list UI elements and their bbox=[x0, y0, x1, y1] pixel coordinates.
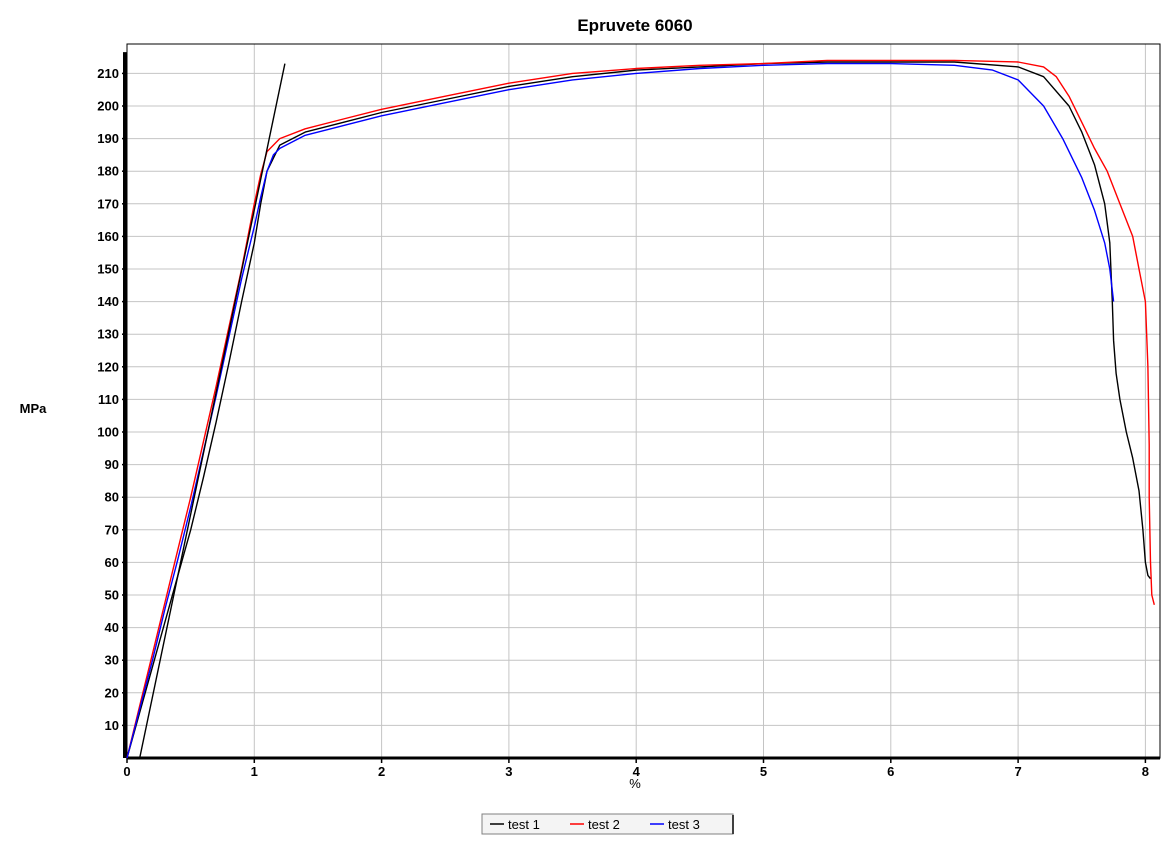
y-axis-label: MPa bbox=[20, 401, 48, 416]
series-line-test-2 bbox=[126, 59, 1155, 759]
tick-labels: 0 1 2 3 4 5 6 7 8 10 20 30 40 50 60 70 80 90 100 110 120 130 1… bbox=[97, 66, 1149, 779]
x-tick-label: 2 bbox=[378, 764, 385, 779]
y-tick-label: 100 bbox=[97, 425, 119, 440]
y-tick-label: 160 bbox=[97, 229, 119, 244]
x-tick-label: 7 bbox=[1014, 764, 1021, 779]
series-lines bbox=[126, 59, 1155, 759]
legend-entry: test 1 bbox=[508, 817, 540, 832]
legend-entry: test 2 bbox=[588, 817, 620, 832]
y-tick-label: 150 bbox=[97, 262, 119, 277]
grid-lines bbox=[127, 44, 1160, 758]
axes bbox=[122, 43, 1161, 763]
y-tick-label: 50 bbox=[105, 588, 119, 603]
x-tick-label: 4 bbox=[633, 764, 641, 779]
y-tick-label: 90 bbox=[105, 457, 119, 472]
y-tick-label: 60 bbox=[105, 555, 119, 570]
y-tick-label: 170 bbox=[97, 196, 119, 211]
reference-line bbox=[139, 63, 286, 759]
series-line-test-1 bbox=[126, 61, 1152, 759]
y-tick-label: 10 bbox=[105, 718, 119, 733]
x-tick-label: 3 bbox=[505, 764, 512, 779]
legend: test 1 test 2 test 3 bbox=[481, 813, 734, 835]
y-tick-label: 80 bbox=[105, 490, 119, 505]
x-axis-label: % bbox=[629, 776, 641, 791]
y-tick-label: 40 bbox=[105, 620, 119, 635]
y-tick-label: 180 bbox=[97, 164, 119, 179]
x-tick-label: 1 bbox=[251, 764, 258, 779]
y-tick-label: 20 bbox=[105, 685, 119, 700]
y-tick-label: 110 bbox=[98, 392, 119, 407]
chart-title: Epruvete 6060 bbox=[577, 16, 692, 35]
x-tick-label: 6 bbox=[887, 764, 894, 779]
y-tick-label: 130 bbox=[97, 327, 119, 342]
y-tick-label: 140 bbox=[97, 294, 119, 309]
y-tick-label: 210 bbox=[97, 66, 119, 81]
y-tick-label: 30 bbox=[105, 653, 119, 668]
y-tick-label: 120 bbox=[97, 359, 119, 374]
y-tick-label: 190 bbox=[97, 131, 119, 146]
legend-entry: test 3 bbox=[668, 817, 700, 832]
y-tick-label: 70 bbox=[105, 522, 119, 537]
x-tick-label: 8 bbox=[1142, 764, 1149, 779]
y-tick-label: 200 bbox=[97, 99, 119, 114]
x-tick-label: 5 bbox=[760, 764, 767, 779]
x-tick-label: 0 bbox=[123, 764, 130, 779]
